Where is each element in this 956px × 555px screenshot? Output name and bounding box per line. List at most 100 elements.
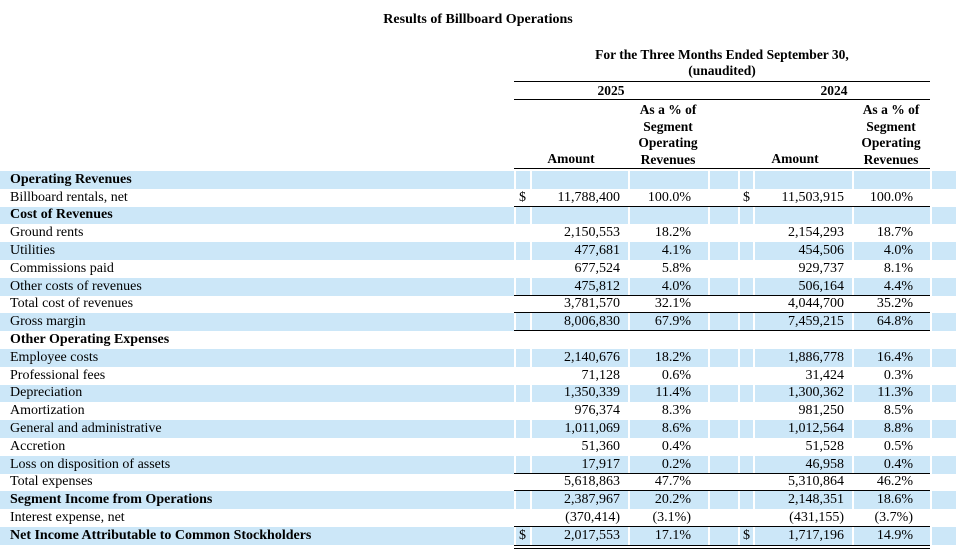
dollar-sign-2024 bbox=[738, 295, 753, 314]
table-body: Operating Revenues Billboard rentals, net… bbox=[0, 171, 956, 549]
dollar-sign-2024 bbox=[738, 455, 753, 474]
pct-header-line: Segment bbox=[866, 118, 916, 134]
period-header-line2: (unaudited) bbox=[688, 63, 756, 78]
amount-2024: 5,310,864 bbox=[753, 473, 852, 492]
row-label: Billboard rentals, net bbox=[10, 189, 128, 205]
row-end-spacer bbox=[930, 526, 956, 545]
dollar-sign-2024 bbox=[738, 242, 753, 260]
table-row: Segment Income from Operations 2,387,967 2… bbox=[0, 491, 956, 510]
amount-2024: 981,250 bbox=[753, 402, 852, 421]
table-row: Billboard rentals, net $11,788,400 100.0% $… bbox=[0, 188, 956, 207]
percent-2025: 20.2% bbox=[628, 491, 708, 510]
percent-2025 bbox=[628, 206, 708, 225]
amount-2024: 454,506 bbox=[753, 242, 852, 260]
table-row: Amortization 976,374 8.3% 981,250 8.5% bbox=[0, 402, 956, 421]
row-end-spacer bbox=[930, 259, 956, 278]
amount-2025: 3,781,570 bbox=[530, 295, 628, 314]
dollar-sign-2025: $ bbox=[514, 188, 530, 207]
column-spacer bbox=[708, 295, 738, 314]
page-title: Results of Billboard Operations bbox=[383, 12, 573, 27]
row-label: Depreciation bbox=[10, 385, 83, 401]
dollar-sign-2025 bbox=[514, 384, 530, 403]
percent-2024 bbox=[852, 171, 930, 189]
percent-2024 bbox=[852, 331, 930, 349]
dollar-sign-2024 bbox=[738, 277, 753, 296]
amount-2024 bbox=[753, 206, 852, 225]
column-spacer bbox=[708, 259, 738, 278]
dollar-sign-2025 bbox=[514, 295, 530, 314]
amount-2025: 2,387,967 bbox=[530, 491, 628, 510]
column-header-amount-2025: Amount bbox=[547, 150, 595, 166]
row-label: Professional fees bbox=[10, 367, 106, 383]
row-end-spacer bbox=[930, 384, 956, 403]
amount-2025: 677,524 bbox=[530, 259, 628, 278]
year-2024-label: 2024 bbox=[820, 82, 848, 98]
row-label: Amortization bbox=[10, 403, 85, 419]
period-header: For the Three Months Ended September 30,… bbox=[514, 47, 930, 82]
column-header-row: Amount As a % of Segment Operating Reven… bbox=[514, 100, 930, 169]
percent-2025: 8.6% bbox=[628, 420, 708, 438]
column-spacer bbox=[708, 171, 738, 189]
amount-2025: 71,128 bbox=[530, 366, 628, 385]
dollar-sign-2024 bbox=[738, 313, 753, 332]
pct-header-line: Revenues bbox=[640, 151, 696, 167]
amount-2024: 31,424 bbox=[753, 366, 852, 385]
row-end-spacer bbox=[930, 206, 956, 225]
amount-2024: 1,717,196 bbox=[753, 526, 852, 545]
amount-2024: 1,886,778 bbox=[753, 348, 852, 367]
row-label: Commissions paid bbox=[10, 260, 114, 276]
percent-2025: 100.0% bbox=[628, 188, 708, 207]
dollar-sign-2025: $ bbox=[514, 526, 530, 545]
table-row: Gross margin 8,006,830 67.9% 7,459,215 64.8% bbox=[0, 313, 956, 332]
column-spacer bbox=[708, 224, 738, 243]
dollar-sign-2024 bbox=[738, 402, 753, 421]
row-end-spacer bbox=[930, 420, 956, 438]
percent-2025: 47.7% bbox=[628, 473, 708, 492]
amount-2025: 5,618,863 bbox=[530, 473, 628, 492]
amount-2024: 506,164 bbox=[753, 277, 852, 296]
table-row: General and administrative 1,011,069 8.6% 1… bbox=[0, 420, 956, 438]
amount-2025 bbox=[530, 331, 628, 349]
amount-2025: (370,414) bbox=[530, 509, 628, 527]
column-spacer bbox=[708, 420, 738, 438]
table-row: Employee costs 2,140,676 18.2% 1,886,778 16.… bbox=[0, 348, 956, 367]
row-end-spacer bbox=[930, 437, 956, 456]
percent-2024: 11.3% bbox=[852, 384, 930, 403]
row-end-spacer bbox=[930, 509, 956, 527]
column-spacer bbox=[708, 206, 738, 225]
amount-2025: 2,017,553 bbox=[530, 526, 628, 545]
amount-2025: 51,360 bbox=[530, 437, 628, 456]
row-label: Other Operating Expenses bbox=[10, 332, 170, 348]
dollar-sign-2025 bbox=[514, 259, 530, 278]
percent-2025: 67.9% bbox=[628, 313, 708, 332]
table-row: Cost of Revenues bbox=[0, 206, 956, 225]
dollar-sign-2024 bbox=[738, 491, 753, 510]
percent-2025: 0.4% bbox=[628, 437, 708, 456]
year-header-row: 2025 2024 bbox=[514, 82, 930, 100]
dollar-sign-2025 bbox=[514, 242, 530, 260]
table-row: Ground rents 2,150,553 18.2% 2,154,293 18.7% bbox=[0, 224, 956, 243]
column-spacer bbox=[708, 348, 738, 367]
row-end-spacer bbox=[930, 473, 956, 492]
amount-2025: 11,788,400 bbox=[530, 188, 628, 207]
row-label: Total cost of revenues bbox=[10, 296, 134, 312]
percent-2024: 100.0% bbox=[852, 188, 930, 207]
amount-2024: 4,044,700 bbox=[753, 295, 852, 314]
dollar-sign-2024 bbox=[738, 437, 753, 456]
row-end-spacer bbox=[930, 242, 956, 260]
column-spacer bbox=[708, 491, 738, 510]
row-label: Net Income Attributable to Common Stockh… bbox=[10, 527, 312, 543]
table-row: Other costs of revenues 475,812 4.0% 506,16… bbox=[0, 277, 956, 296]
row-label: Employee costs bbox=[10, 349, 99, 365]
row-end-spacer bbox=[930, 348, 956, 367]
dollar-sign-2025 bbox=[514, 206, 530, 225]
percent-2024: 4.0% bbox=[852, 242, 930, 260]
column-spacer bbox=[708, 437, 738, 456]
column-spacer bbox=[708, 313, 738, 332]
amount-2024: 1,012,564 bbox=[753, 420, 852, 438]
row-label: Ground rents bbox=[10, 225, 84, 241]
row-label: Total expenses bbox=[10, 474, 93, 490]
amount-2025: 1,011,069 bbox=[530, 420, 628, 438]
percent-2024: (3.7%) bbox=[852, 509, 930, 527]
